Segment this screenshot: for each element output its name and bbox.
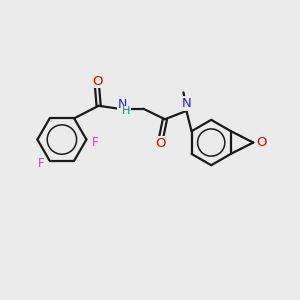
Text: N: N	[182, 97, 191, 110]
Text: O: O	[92, 75, 102, 88]
Text: O: O	[256, 136, 266, 149]
Text: N: N	[118, 98, 127, 110]
Text: F: F	[92, 136, 98, 149]
Text: H: H	[122, 106, 130, 116]
Text: F: F	[38, 157, 45, 169]
Text: O: O	[155, 136, 165, 150]
